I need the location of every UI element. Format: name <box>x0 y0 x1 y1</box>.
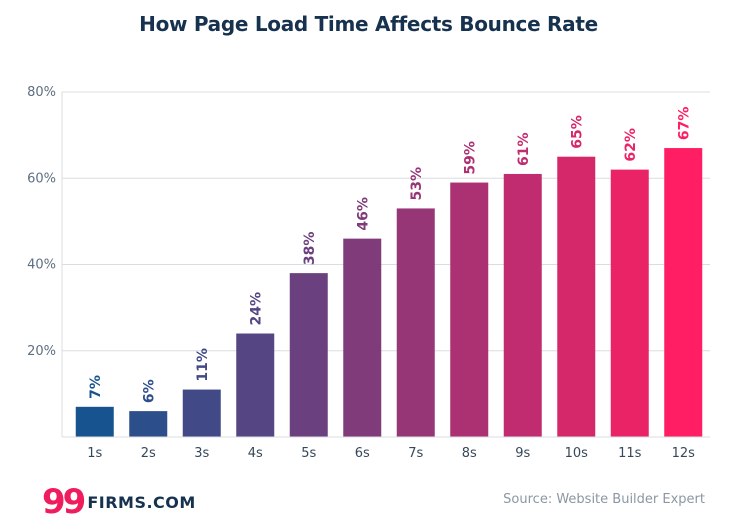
data-label: 24% <box>248 292 264 326</box>
x-tick-label: 10s <box>565 446 589 461</box>
data-label: 11% <box>195 348 211 382</box>
bar <box>182 389 221 437</box>
logo-mark: 99 <box>42 482 86 522</box>
bar <box>557 156 596 437</box>
x-tick-label: 4s <box>248 446 263 461</box>
logo-text: FIRMS.COM <box>87 492 196 512</box>
bar <box>664 148 703 437</box>
y-tick-label: 80% <box>27 85 56 100</box>
x-tick-label: 5s <box>301 446 316 461</box>
x-tick-label: 6s <box>355 446 370 461</box>
data-label: 38% <box>302 232 318 266</box>
data-label: 67% <box>676 107 692 141</box>
data-label: 6% <box>141 379 157 403</box>
bar <box>503 173 542 437</box>
bar <box>343 238 382 437</box>
x-tick-label: 9s <box>515 446 530 461</box>
x-tick-label: 3s <box>194 446 209 461</box>
data-label: 53% <box>409 167 425 201</box>
y-tick-label: 40% <box>27 258 56 273</box>
data-label: 65% <box>569 115 585 149</box>
chart-title: How Page Load Time Affects Bounce Rate <box>139 12 598 36</box>
data-label: 59% <box>462 141 478 175</box>
bar <box>75 406 114 437</box>
y-tick-label: 20% <box>27 344 56 359</box>
bar <box>396 208 435 437</box>
data-label: 46% <box>355 197 371 231</box>
x-tick-label: 11s <box>618 446 642 461</box>
data-label: 7% <box>88 375 104 399</box>
x-tick-label: 12s <box>672 446 696 461</box>
data-label: 62% <box>623 128 639 162</box>
bar <box>129 411 168 437</box>
x-tick-label: 7s <box>408 446 423 461</box>
bar <box>610 169 649 437</box>
y-tick-label: 60% <box>27 171 56 186</box>
data-label: 61% <box>516 132 532 166</box>
source-note: Source: Website Builder Expert <box>503 492 705 507</box>
x-tick-label: 1s <box>87 446 102 461</box>
x-tick-label: 8s <box>462 446 477 461</box>
bar <box>236 333 275 437</box>
x-tick-label: 2s <box>141 446 156 461</box>
logo: 99 FIRMS.COM <box>42 482 196 522</box>
bar <box>450 182 489 437</box>
bar <box>289 273 328 437</box>
